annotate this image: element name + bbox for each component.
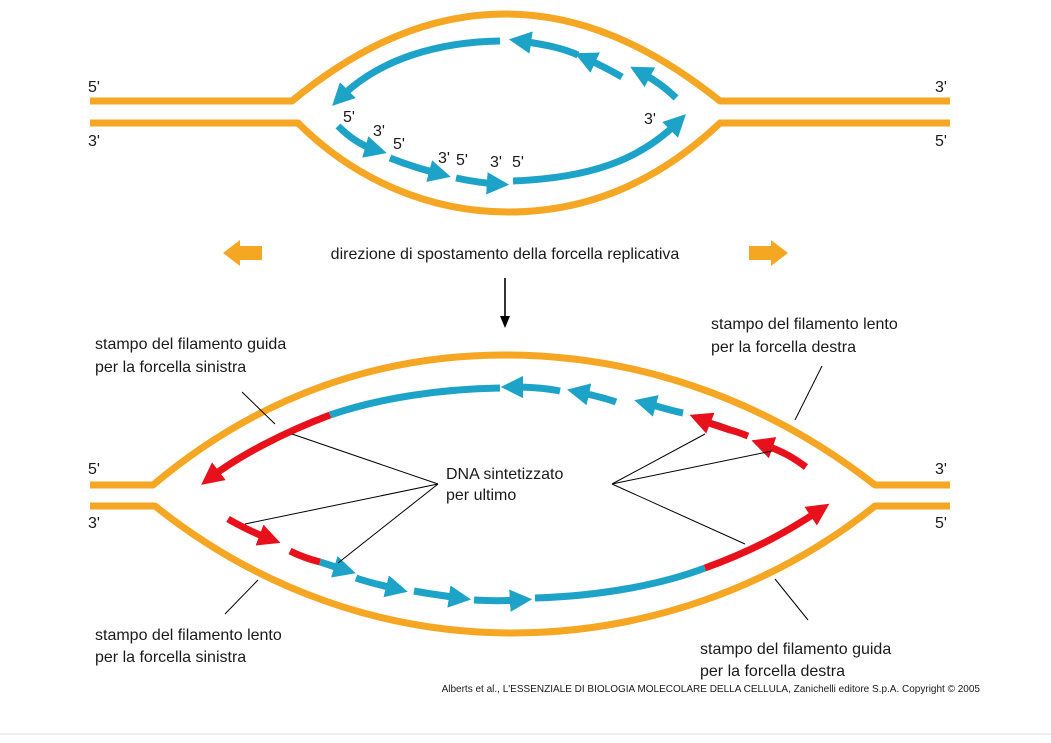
- top-upper-okazaki-fragment: [574, 52, 624, 81]
- bottom-right-upper-end-label: 3': [935, 461, 947, 478]
- fragment-end-label: 5': [393, 136, 405, 153]
- leader-line: [611, 450, 773, 485]
- bottom-lower-template-strand: [90, 502, 950, 637]
- leader-line: [611, 483, 746, 545]
- fragment-end-label: 5': [512, 154, 524, 171]
- label-center-line1: DNA sintetizzato: [446, 466, 563, 483]
- right-direction-arrow-icon: [749, 240, 788, 266]
- left-direction-arrow-icon: [223, 240, 262, 266]
- top-upper-okazaki-fragment: [630, 66, 679, 101]
- copyright-credit: Alberts et al., L'ESSENZIALE DI BIOLOGIA…: [442, 684, 981, 695]
- label-lag-left-line1: stampo del filamento lento: [95, 627, 282, 644]
- bottom-lower-okazaki-fragment-mixed: [318, 556, 356, 578]
- direction-caption: direzione di spostamento della forcella …: [331, 246, 680, 263]
- top-right-upper-end-label: 3': [935, 79, 947, 96]
- bottom-upper-template-strand: [90, 351, 950, 489]
- bottom-lower-okazaki-fragment: [354, 574, 408, 598]
- leader-line: [337, 483, 439, 564]
- label-lead-left-line1: stampo del filamento guida: [95, 336, 286, 353]
- leader-line: [224, 579, 259, 615]
- bottom-callout-labels: stampo del filamento guida per la forcel…: [95, 316, 898, 680]
- top-lower-okazaki-fragment: [455, 172, 510, 195]
- fragment-end-label: 3': [644, 111, 656, 128]
- label-lag-right-line1: stampo del filamento lento: [711, 316, 898, 333]
- label-lag-right-line2: per la forcella destra: [711, 339, 856, 356]
- top-new-strands: [332, 31, 686, 195]
- top-lower-leading-strand: [512, 114, 686, 185]
- leader-line: [794, 365, 823, 421]
- bottom-upper-okazaki-fragment: [634, 395, 684, 417]
- top-left-upper-end-label: 5': [88, 79, 100, 96]
- leader-lines: [224, 365, 823, 621]
- bottom-upper-okazaki-fragment: [500, 375, 561, 399]
- leader-line: [291, 433, 439, 485]
- fragment-end-label: 5': [343, 109, 355, 126]
- bottom-upper-last-synthesized-fragment: [689, 412, 750, 440]
- top-left-lower-end-label: 3': [88, 133, 100, 150]
- label-lead-right-line2: per la forcella destra: [700, 663, 845, 680]
- label-center-line2: per ultimo: [446, 487, 516, 504]
- bottom-lower-okazaki-fragment: [473, 589, 533, 612]
- bottom-lower-last-synthesized-fragment: [226, 515, 281, 546]
- top-upper-okazaki-fragment: [508, 31, 580, 59]
- leader-line: [611, 433, 706, 485]
- bottom-lower-last-synthesized-fragment: [288, 547, 321, 566]
- top-right-lower-end-label: 5': [935, 133, 947, 150]
- down-arrow-icon: [500, 278, 510, 328]
- fragment-end-label: 5': [456, 152, 468, 169]
- bottom-left-upper-end-label: 5': [88, 461, 100, 478]
- top-end-labels: 5' 3' 3' 5' 5' 3' 5' 3' 5' 3' 5' 3': [88, 79, 947, 171]
- bottom-upper-leading-strand: [328, 384, 501, 419]
- leader-line: [244, 483, 439, 525]
- top-lower-template-strand: [90, 119, 950, 216]
- bottom-upper-okazaki-fragment: [567, 383, 618, 406]
- fragment-end-label: 3': [438, 150, 450, 167]
- top-replication-bubble: [90, 10, 950, 216]
- bottom-end-labels: 5' 3' 3' 5': [88, 461, 947, 532]
- top-upper-template-strand: [90, 10, 950, 105]
- label-lead-right-line1: stampo del filamento guida: [700, 641, 891, 658]
- top-lower-okazaki-fragment: [388, 154, 451, 182]
- leader-line: [241, 391, 276, 425]
- bottom-upper-last-synthesized-fragment: [751, 437, 809, 470]
- bottom-lower-okazaki-fragment: [413, 585, 472, 608]
- bottom-upper-last-synthesized-segment: [201, 411, 332, 485]
- bottom-lower-leading-strand: [534, 564, 707, 602]
- bottom-new-strands: [201, 375, 830, 612]
- double-orange-arrow-icon: [223, 240, 788, 266]
- label-lead-left-line2: per la forcella sinistra: [95, 359, 246, 376]
- bottom-replication-bubble: [90, 351, 950, 637]
- bottom-lower-last-synthesized-segment: [703, 503, 830, 572]
- top-upper-leading-strand: [332, 37, 501, 106]
- fragment-end-label: 3': [373, 123, 385, 140]
- top-lower-okazaki-fragment: [335, 123, 387, 158]
- fragment-end-label: 3': [490, 154, 502, 171]
- label-lag-left-line2: per la forcella sinistra: [95, 649, 246, 666]
- bottom-left-lower-end-label: 3': [88, 515, 100, 532]
- leader-line: [774, 578, 809, 621]
- bottom-right-lower-end-label: 5': [935, 515, 947, 532]
